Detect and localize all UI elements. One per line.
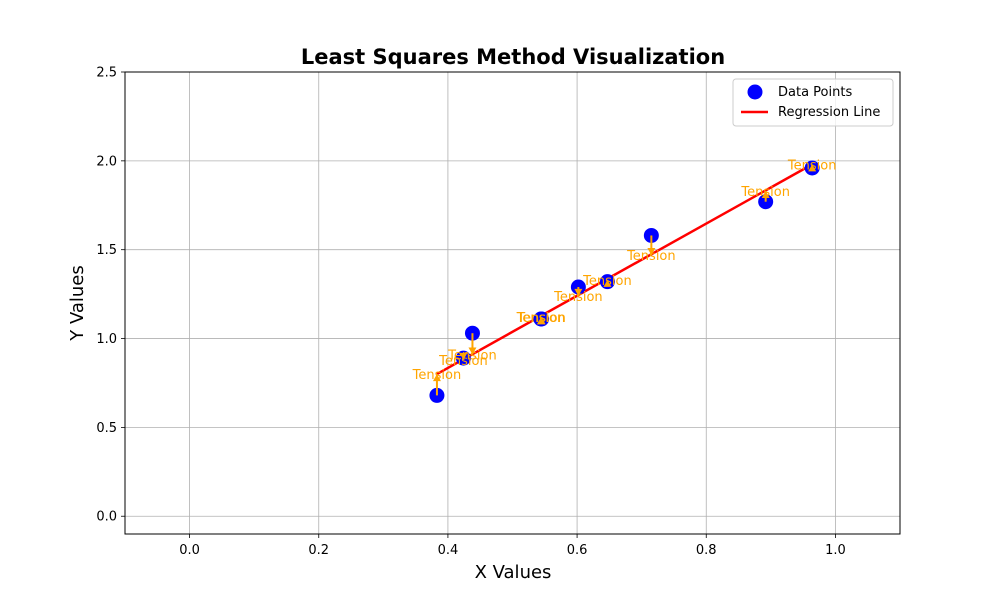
y-tick-label: 1.0 — [96, 332, 117, 347]
legend-data-points-marker — [747, 84, 763, 100]
tension-arrow-head — [537, 317, 546, 325]
tension-arrow-head — [459, 352, 468, 360]
y-tick-label: 2.0 — [96, 154, 117, 169]
tension-label: Tension — [438, 354, 488, 369]
regression-line — [436, 163, 813, 376]
tension-label: Tension — [412, 368, 462, 383]
tension-arrow-head — [468, 347, 477, 355]
y-tick-label: 0.0 — [96, 510, 117, 525]
tension-label: Tension — [787, 158, 837, 173]
legend-box — [732, 78, 894, 127]
tension-label: Tension — [740, 185, 790, 200]
tension-arrow-head — [603, 279, 612, 287]
tension-label: Tension — [516, 311, 566, 326]
grid-layer — [125, 71, 900, 534]
tension-arrow-head — [574, 288, 583, 296]
plot-area-frame — [124, 71, 901, 535]
tension-label: Tension — [516, 311, 566, 326]
chart-title: Least Squares Method Visualization — [301, 45, 725, 69]
tension-arrow-head — [761, 191, 770, 199]
legend-regression-line-label: Regression Line — [778, 105, 880, 120]
ticks-layer: 0.0 0.2 0.4 0.6 0.8 1.0 0.0 0.5 1.0 1.5 2.0 2.5 — [96, 66, 845, 559]
tension-label: Tension — [626, 249, 676, 264]
tension-label: Tension — [447, 349, 497, 364]
y-axis-title: Y Values — [67, 265, 88, 342]
regression-layer — [436, 163, 813, 376]
tension-arrow-head — [647, 248, 656, 256]
tension-label: Tension — [553, 290, 603, 305]
x-tick-label: 0.2 — [308, 543, 329, 558]
legend-data-points-label: Data Points — [778, 85, 852, 100]
tension-label: Tension — [582, 274, 632, 289]
tension-arrow-head — [808, 164, 817, 172]
x-tick-label: 0.0 — [179, 543, 200, 558]
y-tick-label: 2.5 — [96, 66, 117, 81]
x-tick-label: 0.8 — [696, 543, 717, 558]
y-tick-label: 0.5 — [96, 421, 117, 436]
annotations-layer: TensionTensionTensionTensionTensionTensi… — [412, 158, 837, 396]
y-tick-label: 1.5 — [96, 243, 117, 258]
x-tick-label: 0.6 — [567, 543, 588, 558]
x-tick-label: 1.0 — [825, 543, 846, 558]
x-tick-label: 0.4 — [438, 543, 459, 558]
x-axis-title: X Values — [475, 562, 552, 583]
tension-arrow-head — [432, 374, 441, 382]
legend: Data Points Regression Line — [732, 78, 894, 127]
